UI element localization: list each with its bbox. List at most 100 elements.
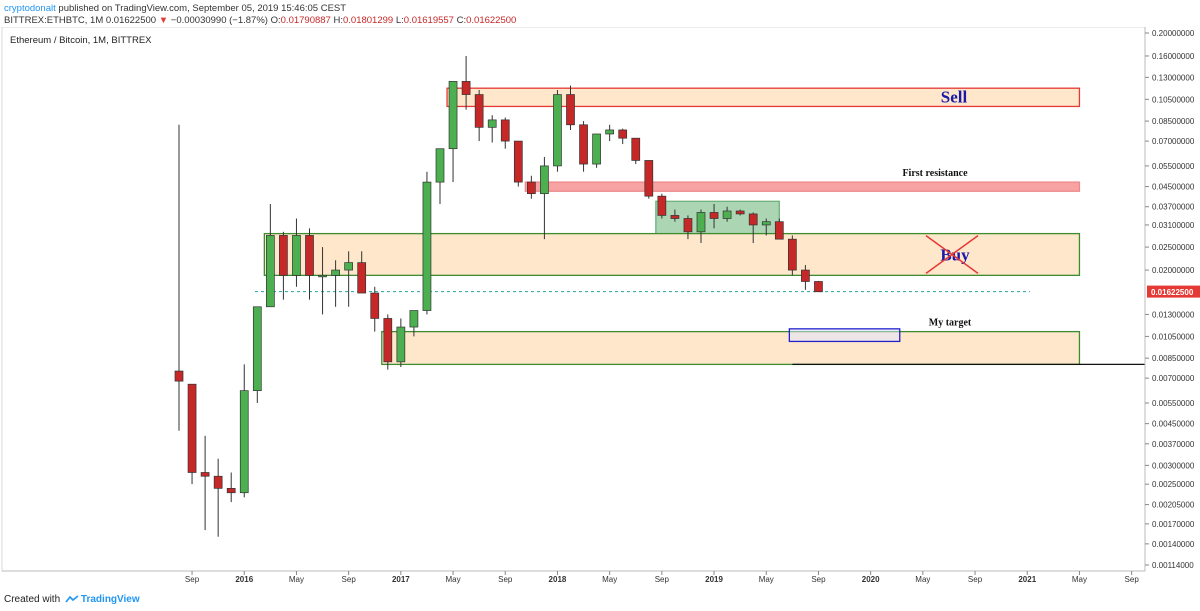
price-tick-label: 0.01050000 — [1152, 332, 1195, 341]
candle-up — [396, 326, 406, 363]
candle-down — [513, 140, 523, 183]
candle-up — [540, 165, 549, 195]
candle-down — [748, 213, 758, 226]
candle-up — [252, 306, 262, 391]
time-tick-label: 2020 — [862, 575, 880, 584]
time-tick-label: 2018 — [549, 575, 567, 584]
candle-down — [579, 124, 588, 165]
candle-up — [331, 269, 340, 276]
price-tick-label: 0.00370000 — [1152, 440, 1195, 449]
time-tick-label: Sep — [342, 575, 357, 584]
time-tick-label: 2017 — [392, 575, 410, 584]
low-label: L: — [395, 15, 404, 26]
time-tick-label: Sep — [811, 575, 826, 584]
time-tick-label: Sep — [1125, 575, 1140, 584]
chart-title: Ethereum / Bitcoin, 1M, BITTREX — [10, 35, 152, 46]
sell-zone — [446, 87, 1081, 108]
candle-down — [474, 94, 484, 128]
target-box — [788, 328, 901, 343]
publish-line: cryptodonalt published on TradingView.co… — [4, 3, 346, 14]
time-axis[interactable]: Sep 2016 May Sep 2017 May Sep 2018 May Sep 2019 May… — [2, 570, 1145, 584]
resistance-zone — [524, 181, 1081, 192]
time-tick-label: 2021 — [1018, 575, 1036, 584]
price-tick-label: 0.08500000 — [1152, 117, 1195, 126]
last-price-tag — [1147, 285, 1200, 298]
price-tick-label: 0.00450000 — [1152, 420, 1195, 429]
price-tick-label: 0.05500000 — [1152, 162, 1195, 171]
quote-line: BITTREX:ETHBTC, 1M 0.01622500 ▼ −0.00030… — [4, 15, 516, 26]
candle-down — [644, 160, 654, 197]
footer: Created with TradingView — [4, 594, 140, 605]
time-tick-label: 2016 — [235, 575, 253, 584]
target-label: My target — [929, 318, 972, 329]
lines-layer — [255, 291, 1145, 366]
author-link[interactable]: cryptodonalt — [4, 3, 56, 14]
candle-up — [344, 262, 353, 271]
tradingview-logo-icon — [65, 595, 79, 603]
price-tick-label: 0.00170000 — [1152, 520, 1195, 529]
candles-layer — [174, 55, 823, 537]
zones-layer — [263, 87, 1081, 366]
candle-up — [553, 94, 562, 167]
price-tick-label: 0.03100000 — [1152, 221, 1195, 230]
candle-down — [670, 215, 680, 219]
price-tick-label: 0.00550000 — [1152, 399, 1195, 408]
buy-zone — [263, 232, 1081, 276]
candle-down — [801, 269, 810, 282]
price-tick-label: 0.07000000 — [1152, 137, 1195, 146]
time-tick-label: Sep — [655, 575, 670, 584]
last-price-tag-label: 0.01622500 — [1151, 288, 1194, 297]
price-tick-label: 0.00850000 — [1152, 354, 1195, 363]
candle-down — [735, 210, 745, 215]
candle-down — [383, 318, 393, 363]
down-arrow-icon: ▼ — [158, 15, 169, 26]
candle-down — [200, 472, 210, 477]
candle-down — [174, 370, 184, 382]
price-tick-label: 0.04500000 — [1152, 183, 1195, 192]
candle-down — [683, 218, 693, 233]
low-value: 0.01619557 — [403, 15, 454, 26]
candlestick-chart[interactable]: Ethereum / Bitcoin, 1M, BITTREX Sell Firs… — [0, 27, 1200, 593]
price-axis[interactable]: 0.20000000 0.16000000 0.13000000 0.10500000… — [1144, 27, 1200, 571]
price-tick-label: 0.03700000 — [1152, 203, 1195, 212]
candle-down — [774, 221, 784, 240]
price-tick-label: 0.20000000 — [1152, 29, 1195, 38]
price-tick-label: 0.00114000 — [1152, 561, 1194, 570]
candle-down — [631, 137, 641, 161]
price-tick-label: 0.02000000 — [1152, 266, 1195, 275]
buy-label: Buy — [940, 245, 970, 264]
candle-up — [592, 133, 601, 165]
time-tick-label: May — [1072, 575, 1087, 584]
price-tick-label: 0.16000000 — [1152, 52, 1195, 61]
candle-down — [187, 383, 197, 473]
created-with-label: Created with — [4, 594, 61, 605]
candle-down — [787, 238, 797, 271]
candle-up — [422, 181, 432, 311]
candle-down — [709, 212, 719, 219]
candle-up — [318, 274, 327, 278]
tradingview-brand[interactable]: TradingView — [80, 594, 140, 605]
high-value: 0.01801299 — [342, 15, 394, 26]
resistance-label: First resistance — [902, 168, 968, 179]
candle-up — [761, 221, 771, 226]
candle-down — [618, 129, 628, 139]
symbol-label: BITTREX:ETHBTC, 1M — [4, 15, 104, 26]
high-label: H: — [333, 15, 343, 26]
candle-down — [526, 181, 536, 195]
last-price: 0.01622500 — [105, 15, 157, 26]
candle-up — [409, 310, 419, 328]
buy-cross-line-b — [925, 234, 979, 274]
candle-down — [226, 488, 236, 494]
price-tick-label: 0.10500000 — [1152, 95, 1195, 104]
time-tick-label: 2019 — [705, 575, 723, 584]
candle-down — [213, 475, 223, 489]
candle-up — [696, 212, 706, 233]
time-tick-label: May — [289, 575, 304, 584]
close-value: 0.01622500 — [466, 15, 517, 26]
annotations-layer: Sell First resistance Buy My target — [788, 87, 979, 343]
price-tick-label: 0.00300000 — [1152, 461, 1195, 470]
candle-down — [500, 119, 510, 142]
open-label: O: — [270, 15, 281, 26]
candle-down — [657, 195, 667, 216]
open-value: 0.01790887 — [280, 15, 331, 26]
